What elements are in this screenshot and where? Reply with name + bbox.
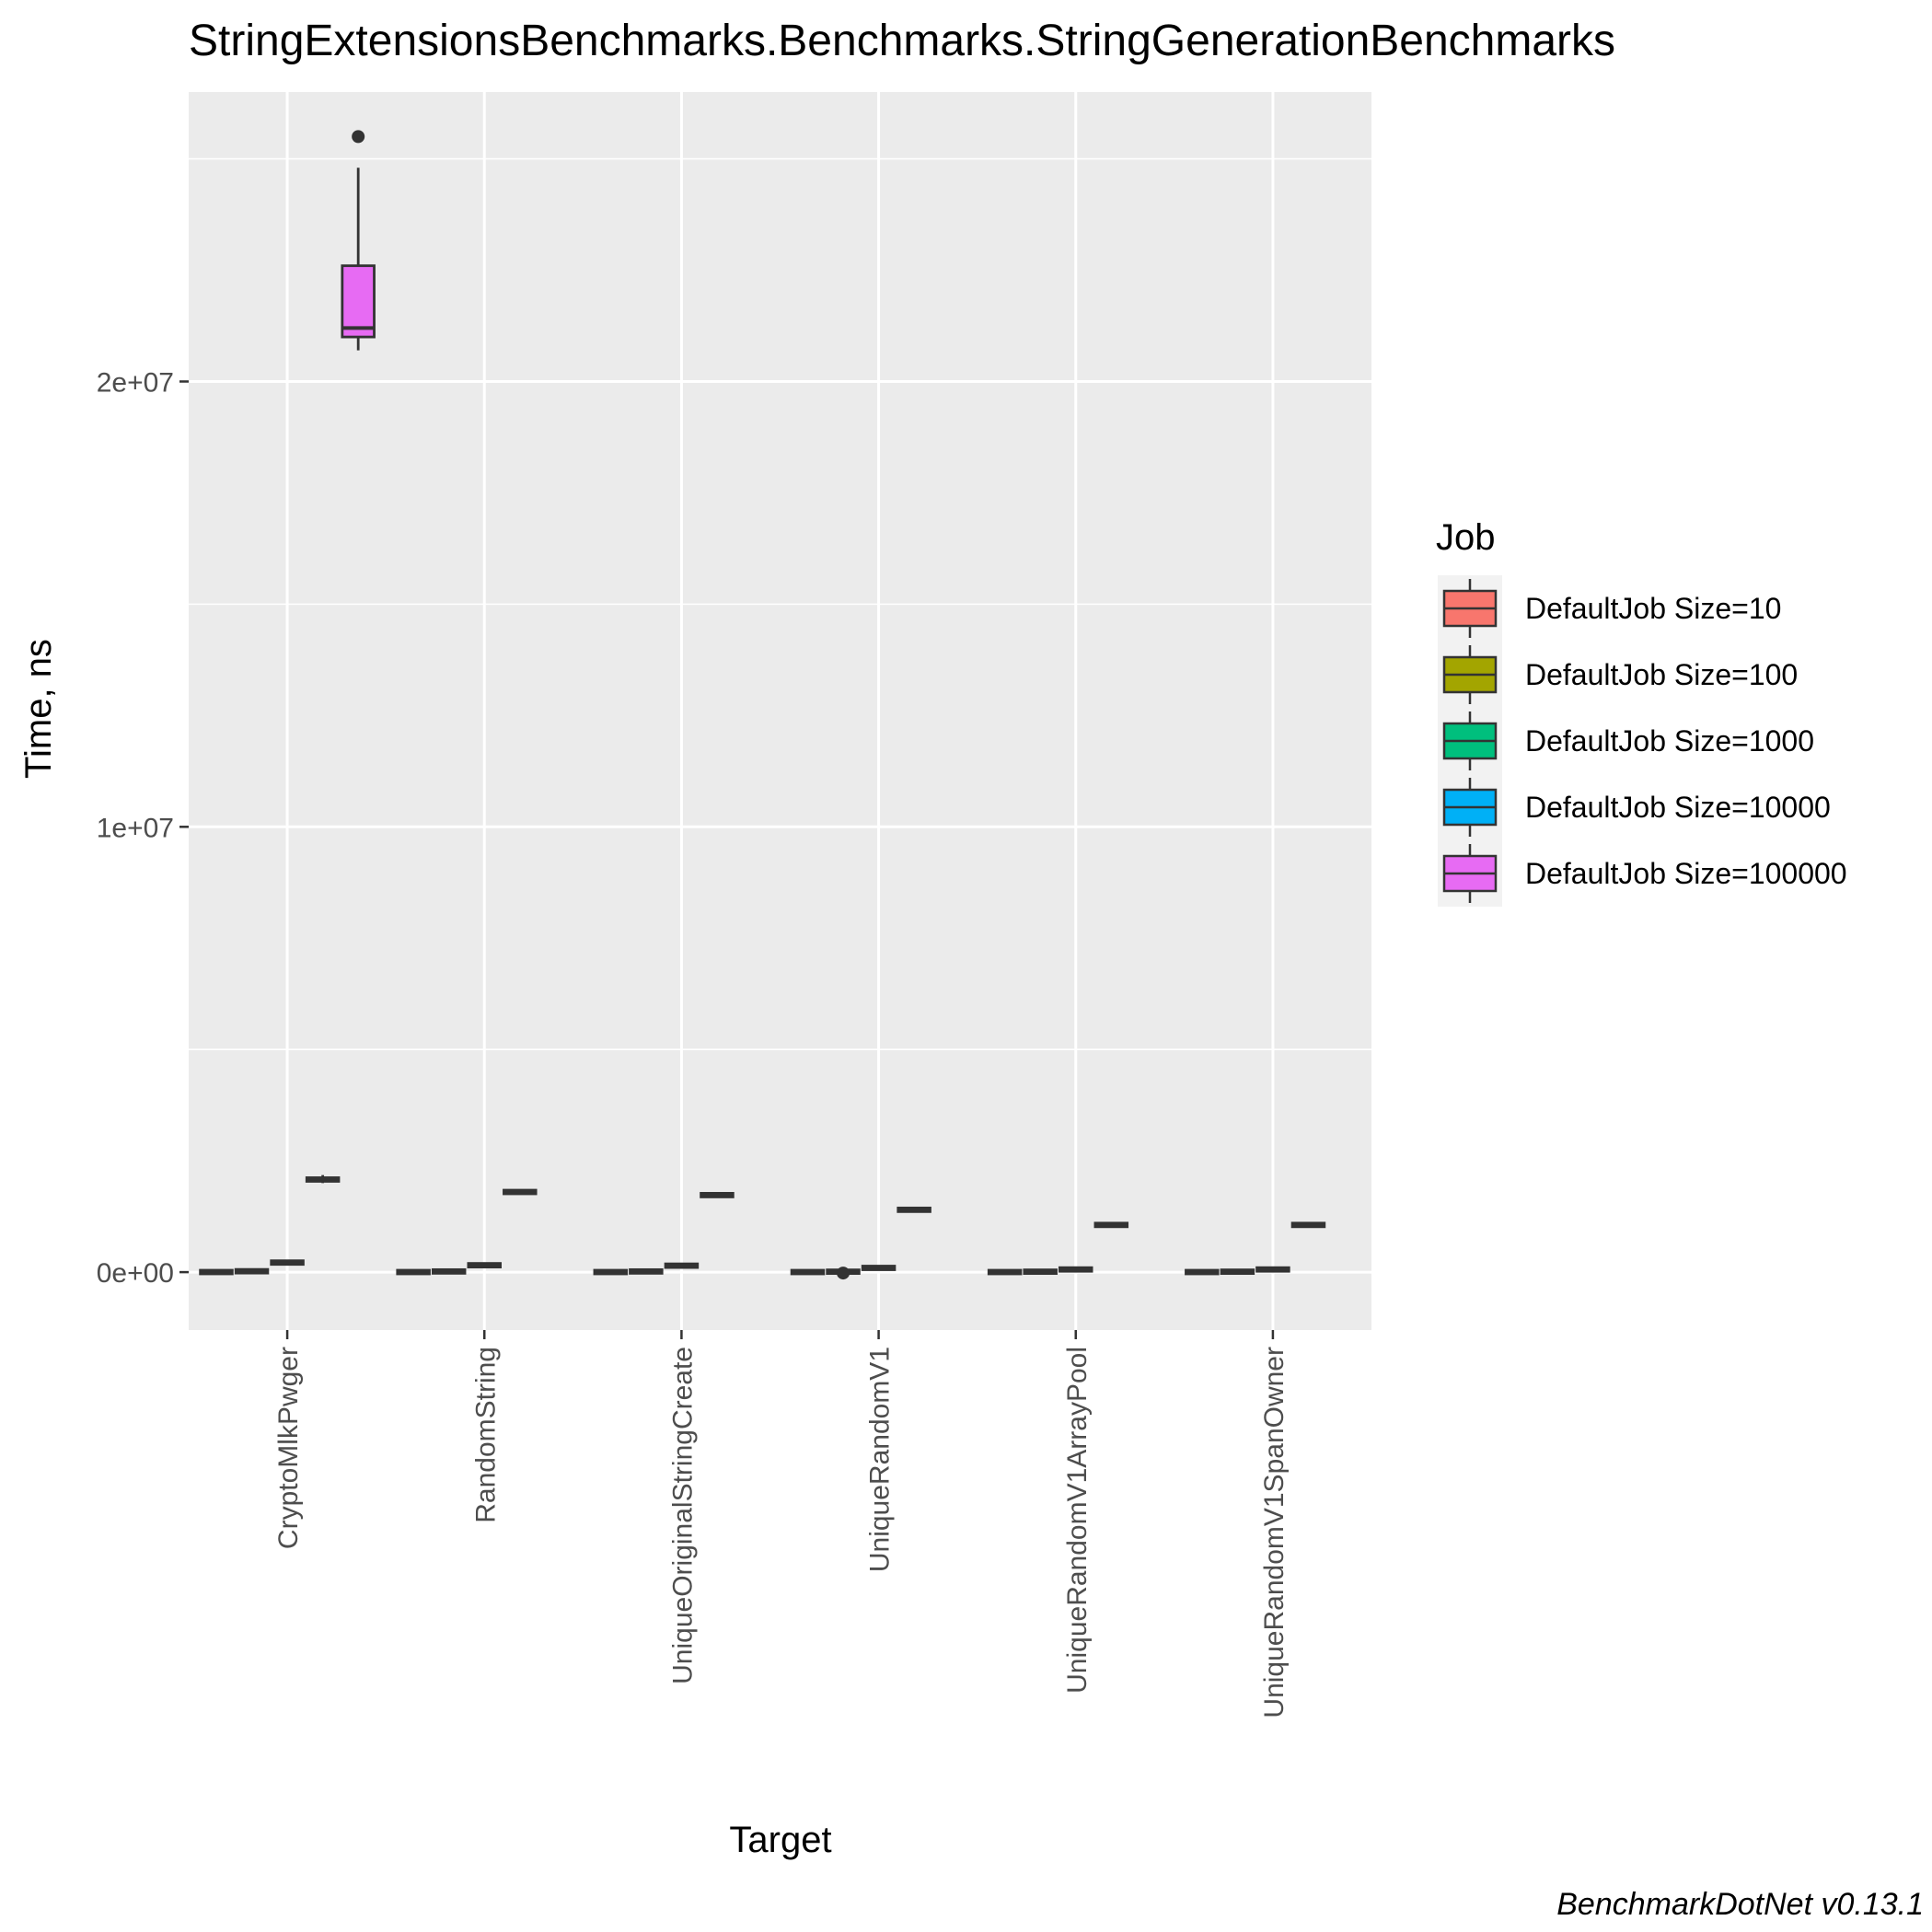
legend-label: DefaultJob Size=10 [1525,592,1781,625]
legend-label: DefaultJob Size=1000 [1525,724,1814,758]
box-plot [987,1268,1023,1276]
legend-title: Job [1436,517,1496,558]
x-tick-label: UniqueOriginalStringCreate [667,1347,698,1684]
legend-items: DefaultJob Size=10 DefaultJob Size=100 Def… [1438,575,1847,907]
legend-label: DefaultJob Size=100000 [1525,857,1847,890]
box-plot [664,1262,700,1269]
x-axis: CryptoMlkPwger RandomString UniqueOriginal… [273,1330,1290,1718]
y-tick-label: 1e+07 [97,813,174,843]
box-plot [1185,1268,1220,1276]
legend-item: DefaultJob Size=10 [1442,579,1781,638]
x-tick-label: UniqueRandomV1 [865,1347,896,1572]
box-plots [199,130,1326,1280]
chart-title: StringExtensionsBenchmarks.Benchmarks.St… [189,17,1615,65]
box-plot [861,1265,897,1271]
box-plot [270,1259,305,1267]
box-plot [431,1267,467,1275]
box-plot [199,1268,234,1276]
box-plot [1059,1266,1093,1273]
legend-label: DefaultJob Size=100 [1525,658,1798,691]
caption: BenchmarkDotNet v0.13.1 [1556,1887,1924,1922]
legend-item: DefaultJob Size=10000 [1442,778,1831,837]
box-plot [1023,1268,1058,1276]
plot-panel [189,92,1371,1330]
x-tick-label: UniqueRandomV1SpanOwner [1259,1347,1290,1718]
y-tick-label: 2e+07 [97,367,174,398]
box-plot [1220,1268,1255,1276]
legend-item: DefaultJob Size=100 [1442,645,1798,704]
box-plot [593,1268,629,1276]
legend-item: DefaultJob Size=100000 [1442,844,1847,903]
box [341,264,376,339]
box-plot [234,1267,270,1275]
x-tick-label: CryptoMlkPwger [273,1347,304,1549]
outlier-point [837,1267,850,1280]
box-plot [790,1268,826,1276]
box-plot [1093,1221,1129,1229]
y-axis-title: Time, ns [18,639,59,779]
box-plot [467,1262,502,1269]
x-axis-title: Target [729,1820,831,1860]
outlier-point [352,130,365,144]
box-plot [700,1192,735,1198]
legend-item: DefaultJob Size=1000 [1442,711,1814,770]
box-plot [1290,1221,1326,1229]
box-plot [1255,1266,1290,1273]
box-plot [305,1174,341,1184]
box-plot [503,1188,538,1196]
legend-label: DefaultJob Size=10000 [1525,791,1831,824]
y-axis: 0e+00 1e+07 2e+07 [97,367,189,1289]
box-plot [897,1206,931,1213]
x-tick-label: UniqueRandomV1ArrayPool [1062,1347,1093,1694]
grid [189,92,1371,1330]
box-plot [396,1268,431,1276]
box-plot [629,1267,664,1275]
box-plot [341,130,376,351]
y-tick-label: 0e+00 [97,1258,174,1289]
x-tick-label: RandomString [470,1347,501,1523]
box-plot [826,1267,861,1280]
